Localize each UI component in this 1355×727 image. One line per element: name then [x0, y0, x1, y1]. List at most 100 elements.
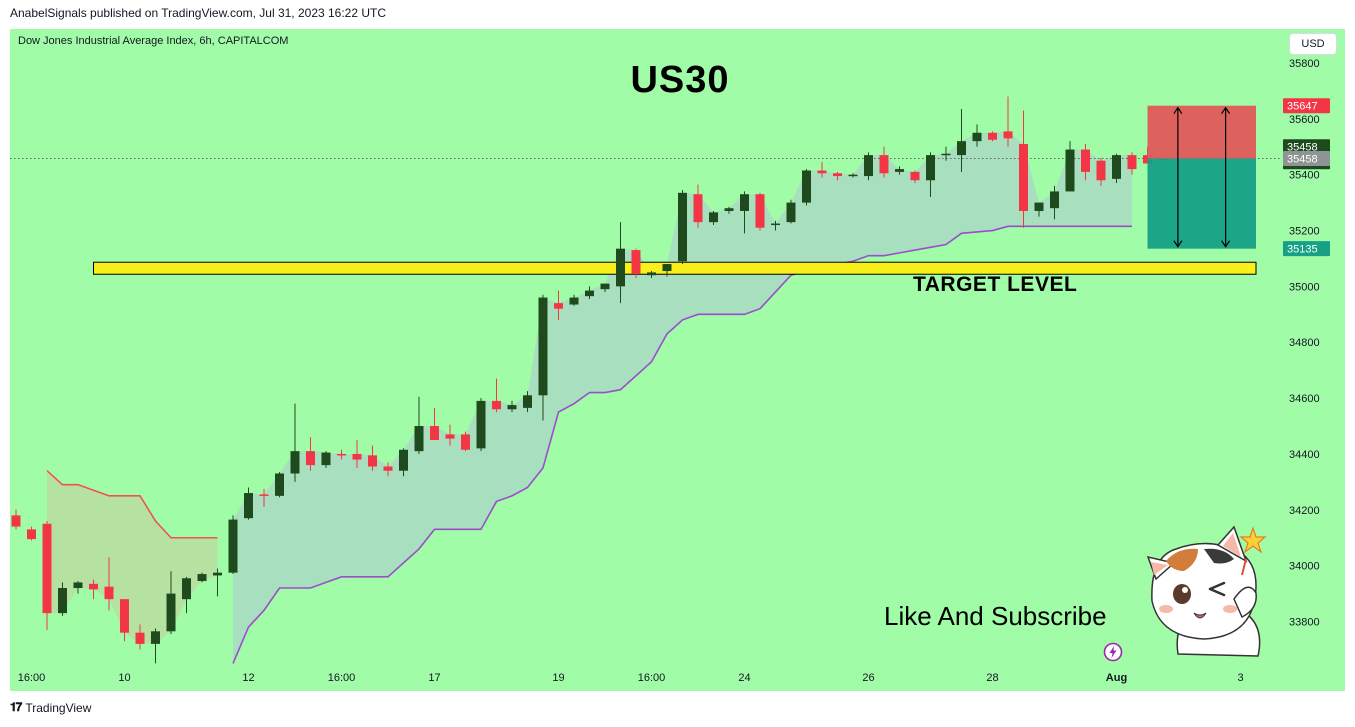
candle — [461, 431, 470, 452]
candle — [430, 407, 439, 440]
candle-body — [1019, 143, 1028, 211]
x-tick-label: 24 — [738, 672, 750, 684]
candle — [786, 199, 796, 224]
price-label-bg — [1283, 150, 1330, 166]
candle-body — [926, 155, 935, 181]
publish-header-text: AnabelSignals published on TradingView.c… — [10, 6, 387, 20]
footer-brand[interactable]: TradingView — [25, 700, 92, 715]
tradingview-logo-icon[interactable]: 𝟏𝟕 — [10, 700, 22, 714]
candle — [337, 449, 346, 460]
candle-body — [724, 208, 734, 211]
candle — [926, 152, 935, 198]
candle — [802, 169, 811, 206]
candle — [817, 162, 827, 178]
candle-body — [182, 578, 191, 600]
candle-body — [1050, 191, 1059, 209]
y-tick-label: 34000 — [1289, 561, 1320, 573]
candle-body — [755, 194, 765, 228]
candle — [988, 131, 997, 142]
target-level-band — [93, 261, 1257, 275]
price-label-bg — [1283, 241, 1330, 257]
candle — [135, 624, 145, 650]
candle-body — [89, 583, 98, 590]
candle — [414, 396, 424, 454]
candle — [104, 557, 114, 611]
candle-body — [910, 171, 920, 181]
candle-body — [73, 582, 83, 589]
y-tick-label: 34200 — [1289, 505, 1320, 517]
candle — [1050, 185, 1059, 220]
candle-body — [42, 523, 52, 614]
candle-body — [352, 453, 362, 460]
candle — [290, 403, 300, 482]
candle-body — [58, 588, 67, 614]
candle-body — [972, 132, 982, 142]
publish-header: AnabelSignals published on TradingView.c… — [10, 6, 386, 20]
candle-body — [492, 400, 501, 410]
candle — [11, 509, 21, 530]
candle-body — [244, 493, 253, 519]
position-arrowhead — [1173, 240, 1183, 248]
candle-body — [383, 466, 393, 471]
candle — [662, 264, 672, 277]
candle-body — [538, 297, 548, 396]
candle-body — [569, 297, 579, 305]
candle-body — [1127, 155, 1137, 170]
candle — [755, 192, 765, 231]
candle-body — [135, 632, 145, 644]
candle — [244, 487, 253, 520]
x-tick-label: 16:00 — [638, 672, 666, 684]
currency-button[interactable]: USD — [1289, 33, 1337, 55]
candle — [1081, 143, 1090, 181]
candle — [941, 146, 951, 161]
candle — [507, 400, 517, 413]
x-tick-label: Aug — [1106, 672, 1127, 684]
candle — [213, 568, 222, 597]
price-label: 35458 — [1283, 150, 1330, 166]
position-arrowhead — [1173, 106, 1183, 115]
candle-body — [306, 451, 315, 466]
candle-body — [709, 212, 718, 223]
candle-body — [585, 290, 594, 297]
cat-sticker-icon — [1146, 525, 1267, 657]
candle — [306, 437, 315, 471]
candle-body — [988, 132, 997, 140]
target-level-label: TARGET LEVEL — [913, 273, 1078, 296]
candle-body — [802, 170, 811, 203]
candle-body — [740, 194, 749, 211]
candle — [445, 424, 455, 446]
candle-body — [321, 452, 331, 466]
price-label-text: 35647 — [1287, 101, 1318, 113]
candle — [631, 248, 641, 279]
price-label: 35647 — [1283, 98, 1330, 114]
candlestick-chart[interactable]: 35800 35600 35400 35200 35000 34800 34600 34400… — [10, 29, 1345, 691]
candle-body — [290, 451, 300, 474]
candle — [771, 220, 780, 231]
candle — [58, 582, 67, 616]
chart-annotation-title: US30 — [630, 59, 730, 101]
candle — [368, 445, 377, 471]
chart-area[interactable]: 35800 35600 35400 35200 35000 34800 34600 34400… — [10, 29, 1345, 691]
candle — [73, 581, 83, 594]
price-label-text: 35135 — [1287, 244, 1318, 256]
candle — [569, 294, 579, 306]
candle — [833, 171, 842, 181]
candle-body — [662, 264, 672, 272]
y-tick-label: 35000 — [1289, 281, 1320, 293]
candle-body — [1003, 131, 1013, 139]
candle-body — [197, 574, 207, 582]
candle — [120, 599, 129, 642]
candle — [197, 572, 207, 583]
candle — [1127, 152, 1137, 175]
y-tick-label: 35400 — [1289, 170, 1320, 182]
x-tick-label: 16:00 — [328, 672, 356, 684]
candle — [1096, 157, 1106, 186]
price-label-bg — [1283, 98, 1330, 114]
candle-body — [771, 223, 780, 226]
candle-body — [786, 202, 796, 223]
candle-body — [430, 426, 439, 440]
candle — [321, 451, 331, 468]
lightning-icon[interactable] — [1103, 642, 1123, 662]
y-tick-label: 34400 — [1289, 449, 1320, 461]
x-tick-label: 10 — [118, 672, 130, 684]
